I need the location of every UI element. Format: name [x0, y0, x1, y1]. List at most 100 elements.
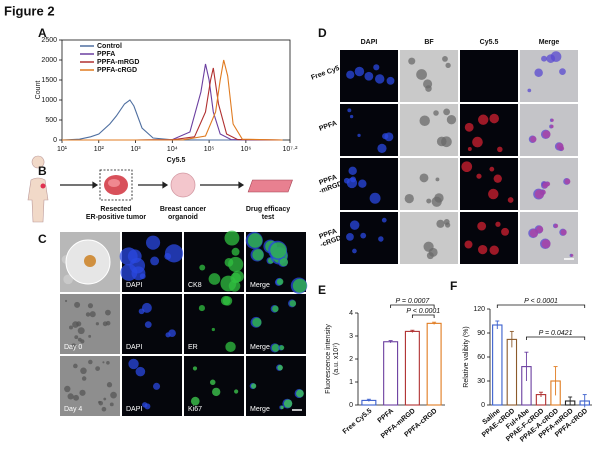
significance-bracket — [526, 336, 586, 340]
series-line — [61, 99, 283, 141]
significance-bracket — [390, 304, 435, 308]
legend-label: PPFA — [97, 51, 115, 58]
cell-cluster — [360, 232, 367, 239]
x-tick-label: 10³ — [130, 146, 141, 153]
significance-bracket — [496, 304, 586, 308]
cell-cluster — [138, 308, 145, 315]
cell-cluster — [489, 245, 499, 255]
cell-cluster — [431, 196, 442, 207]
cell-cluster — [472, 136, 483, 148]
stain-label: DAPI — [126, 282, 142, 289]
cell-cluster — [464, 240, 473, 249]
cell-cluster — [67, 393, 74, 400]
cell-cluster — [144, 321, 152, 329]
cell-cluster — [225, 341, 236, 353]
panel-label: C — [38, 232, 47, 246]
micrograph — [184, 356, 244, 416]
y-tick-label: 4 — [349, 310, 353, 317]
panel-b-art — [27, 155, 293, 223]
cell-cluster — [102, 321, 108, 327]
cell-cluster — [408, 57, 416, 65]
y-axis-label-line: (a.u. x10⁷) — [333, 343, 340, 375]
cell-cluster — [436, 219, 445, 228]
tumor-site — [40, 183, 46, 189]
cell-cluster — [426, 198, 432, 204]
cell-cluster — [560, 229, 567, 236]
cell-cluster — [493, 174, 502, 183]
panel-label: A — [38, 26, 47, 40]
cell-cluster — [419, 115, 430, 126]
plate — [247, 179, 293, 193]
cell-cluster — [279, 345, 285, 351]
cell-cluster — [507, 197, 514, 203]
bar — [492, 324, 503, 406]
cell-cluster — [73, 394, 80, 401]
cell-cluster — [81, 376, 87, 381]
cell-cluster — [556, 142, 564, 151]
y-tick-label: 1 — [349, 379, 353, 386]
cell-cluster — [208, 273, 221, 285]
cell-cluster — [476, 173, 482, 179]
stain-label: Merge — [250, 344, 270, 351]
micrograph — [520, 212, 578, 264]
cell-cluster — [461, 161, 473, 173]
cell-cluster — [550, 124, 554, 129]
cell-cluster — [348, 166, 357, 176]
cell-cluster — [164, 244, 184, 263]
panel-label: F — [450, 279, 457, 293]
bar — [404, 330, 420, 406]
cell-cluster — [435, 177, 440, 182]
cell-cluster — [139, 273, 146, 280]
cell-cluster — [373, 64, 380, 71]
y-tick-label: 120 — [473, 306, 485, 313]
cell-cluster — [234, 389, 239, 394]
bar — [506, 338, 518, 406]
cell-cluster — [89, 311, 96, 318]
cell-cluster — [95, 366, 101, 371]
cell-cluster — [80, 339, 85, 344]
micrograph — [520, 104, 578, 156]
cell-cluster — [495, 221, 501, 227]
micrograph — [340, 104, 398, 156]
tumor-highlight — [108, 179, 120, 187]
cell-cluster — [64, 385, 71, 393]
y-tick-label: 3 — [349, 333, 353, 340]
cell-cluster — [559, 68, 566, 75]
stain-label: ER — [188, 344, 198, 351]
column-header: Merge — [539, 39, 560, 46]
y-tick-label: 0 — [53, 137, 57, 144]
cell-cluster — [224, 230, 240, 246]
cell-cluster — [252, 249, 264, 261]
cell-cluster — [369, 192, 381, 204]
y-tick-label: 2500 — [41, 37, 57, 44]
step-label: Drug efficacy — [246, 206, 290, 213]
cell-cluster — [381, 217, 387, 223]
cell-cluster — [289, 300, 297, 307]
stain-label: DAPI — [126, 344, 142, 351]
y-axis-label-line: Relative valibity (%) — [463, 326, 470, 387]
cell-cluster — [98, 400, 101, 404]
cell-cluster — [347, 108, 352, 113]
cell-cluster — [128, 358, 139, 370]
cell-cluster — [364, 71, 374, 81]
significance-label: P = 0.0007 — [395, 298, 430, 305]
cell-cluster — [276, 278, 284, 285]
panel-label: B — [38, 164, 47, 178]
column-header: BF — [424, 39, 434, 46]
cell-cluster — [110, 391, 117, 399]
cell-cluster — [72, 321, 79, 328]
cell-cluster — [441, 136, 452, 148]
step-label: Breast cancer — [160, 206, 207, 213]
micrograph — [460, 50, 518, 102]
y-tick-label: 30 — [477, 378, 485, 385]
cell-cluster — [296, 389, 304, 398]
step-label: ER-positive tumor — [86, 214, 147, 221]
row-label: PPFA-cRGD — [318, 228, 342, 249]
cell-cluster — [292, 278, 307, 293]
y-tick-label: 1000 — [41, 97, 57, 104]
cell-cluster — [541, 239, 551, 249]
cell-cluster — [386, 76, 395, 85]
cell-cluster — [419, 173, 429, 183]
row-label: PPFA — [318, 120, 338, 133]
